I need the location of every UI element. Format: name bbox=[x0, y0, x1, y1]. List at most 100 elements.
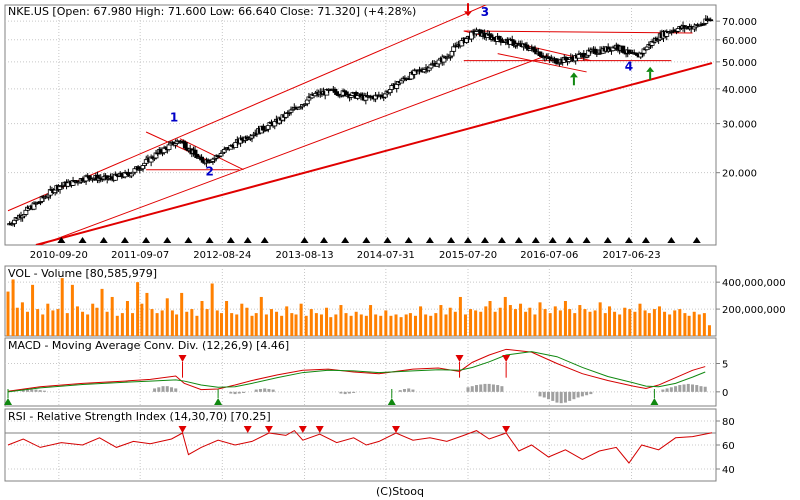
rsi-reference-lines bbox=[5, 432, 716, 482]
volume-bar bbox=[408, 313, 412, 336]
price-panel: 1 2 3 4 70.000 60.000 50.000 40.000 30.000 20.00… bbox=[4, 3, 757, 261]
volume-bar bbox=[269, 309, 273, 336]
macd-histogram-bar bbox=[34, 389, 38, 392]
volume-bar bbox=[46, 303, 50, 336]
wave-label: 3 bbox=[481, 5, 489, 19]
volume-bar bbox=[309, 309, 313, 336]
volume-bar bbox=[513, 309, 517, 336]
volume-bar bbox=[424, 314, 428, 336]
volume-bar bbox=[484, 306, 488, 336]
volume-bar bbox=[155, 313, 159, 336]
volume-bar bbox=[290, 313, 294, 336]
macd-histogram-bar bbox=[42, 390, 46, 392]
macd-y-tick-label: 0 bbox=[722, 388, 728, 399]
volume-bar bbox=[463, 314, 467, 336]
macd-histogram-bar bbox=[263, 388, 267, 392]
volume-bar bbox=[314, 313, 318, 336]
volume-bar bbox=[488, 301, 492, 336]
volume-bar bbox=[638, 303, 642, 336]
volume-bar bbox=[647, 313, 651, 336]
event-marker-icon bbox=[205, 237, 214, 243]
volume-bar bbox=[588, 311, 592, 336]
rsi-line bbox=[7, 429, 713, 464]
buy-signal-icon bbox=[4, 398, 12, 405]
volume-bar bbox=[493, 311, 497, 336]
volume-y-tick-label: 200,000,000 bbox=[722, 305, 786, 316]
overbought-marker-icon bbox=[264, 426, 273, 433]
volume-bar bbox=[474, 310, 478, 336]
volume-title: VOL - Volume [80,585,979] bbox=[8, 267, 157, 280]
macd-histogram-bar bbox=[411, 389, 415, 392]
macd-histogram-bar bbox=[568, 391, 572, 401]
change-value: (+4.28%) bbox=[364, 5, 417, 18]
macd-histogram-bar bbox=[546, 391, 550, 400]
macd-histogram-bar bbox=[661, 389, 665, 392]
macd-histogram-bar bbox=[474, 385, 478, 392]
overbought-marker-icon bbox=[392, 426, 401, 433]
volume-bar bbox=[593, 310, 597, 336]
macd-histogram-bar bbox=[695, 385, 699, 392]
event-marker-icon bbox=[120, 237, 129, 243]
volume-bar bbox=[259, 296, 263, 336]
price-y-tick-label: 70.000 bbox=[722, 17, 757, 28]
volume-bar bbox=[543, 309, 547, 336]
price-grid bbox=[5, 5, 716, 245]
price-annotations: 1 2 3 4 bbox=[57, 3, 701, 243]
volume-bar bbox=[65, 313, 69, 336]
event-marker-icon bbox=[641, 237, 650, 243]
volume-bar bbox=[598, 302, 602, 336]
volume-bar bbox=[458, 296, 462, 336]
macd-histogram-bar bbox=[161, 386, 165, 392]
volume-bar bbox=[115, 315, 119, 336]
volume-bar bbox=[498, 307, 502, 336]
volume-bar bbox=[170, 310, 174, 336]
macd-histogram-bar bbox=[407, 388, 411, 392]
event-marker-icon bbox=[603, 237, 612, 243]
volume-bar bbox=[140, 303, 144, 336]
macd-histogram-bar bbox=[496, 385, 500, 392]
macd-histogram-bar bbox=[500, 386, 504, 392]
volume-bar bbox=[603, 313, 607, 336]
volume-bar bbox=[105, 311, 109, 336]
rsi-overbought-markers bbox=[178, 426, 511, 433]
price-x-tick-label: 2015-07-20 bbox=[439, 250, 497, 261]
event-marker-icon bbox=[300, 237, 309, 243]
volume-bar bbox=[254, 313, 258, 336]
price-x-tick-label: 2014-07-31 bbox=[357, 250, 415, 261]
macd-histogram-bar bbox=[487, 383, 491, 392]
open-value: 67.980 bbox=[93, 5, 132, 18]
footer-credit: (C)Stooq bbox=[376, 485, 424, 498]
price-y-axis: 70.000 60.000 50.000 40.000 30.000 20.000 bbox=[716, 17, 757, 180]
price-y-tick-label: 60.000 bbox=[722, 36, 757, 47]
volume-bar bbox=[668, 314, 672, 336]
macd-histogram-bar bbox=[339, 391, 343, 394]
macd-histogram-bar bbox=[229, 391, 233, 394]
volume-bar bbox=[110, 296, 114, 336]
price-x-tick-label: 2010-09-20 bbox=[30, 250, 88, 261]
volume-bar bbox=[364, 315, 368, 336]
macd-histogram-bar bbox=[237, 391, 241, 394]
macd-histogram-bar bbox=[170, 387, 174, 392]
macd-histogram-bar bbox=[242, 391, 246, 393]
macd-histogram-bar bbox=[347, 391, 351, 394]
volume-bar bbox=[573, 313, 577, 336]
macd-histogram-bar bbox=[542, 391, 546, 398]
price-y-tick-label: 40.000 bbox=[722, 85, 757, 96]
volume-bar bbox=[623, 307, 627, 336]
volume-bar bbox=[60, 278, 64, 336]
high-value: 71.600 bbox=[168, 5, 207, 18]
volume-bar bbox=[702, 313, 706, 336]
close-value: 71.320 bbox=[317, 5, 356, 18]
volume-bar bbox=[219, 313, 223, 336]
volume-bar bbox=[264, 314, 268, 336]
macd-histogram-bar bbox=[559, 391, 563, 404]
macd-histogram-bar bbox=[682, 384, 686, 392]
event-marker-icon bbox=[514, 237, 523, 243]
volume-bar bbox=[444, 314, 448, 336]
price-x-tick-label: 2017-06-23 bbox=[602, 250, 660, 261]
macd-histogram-bar bbox=[30, 389, 34, 392]
volume-bar bbox=[519, 303, 523, 336]
volume-bar bbox=[434, 313, 438, 336]
trend-line bbox=[7, 5, 488, 212]
macd-histogram-bar bbox=[343, 391, 347, 395]
